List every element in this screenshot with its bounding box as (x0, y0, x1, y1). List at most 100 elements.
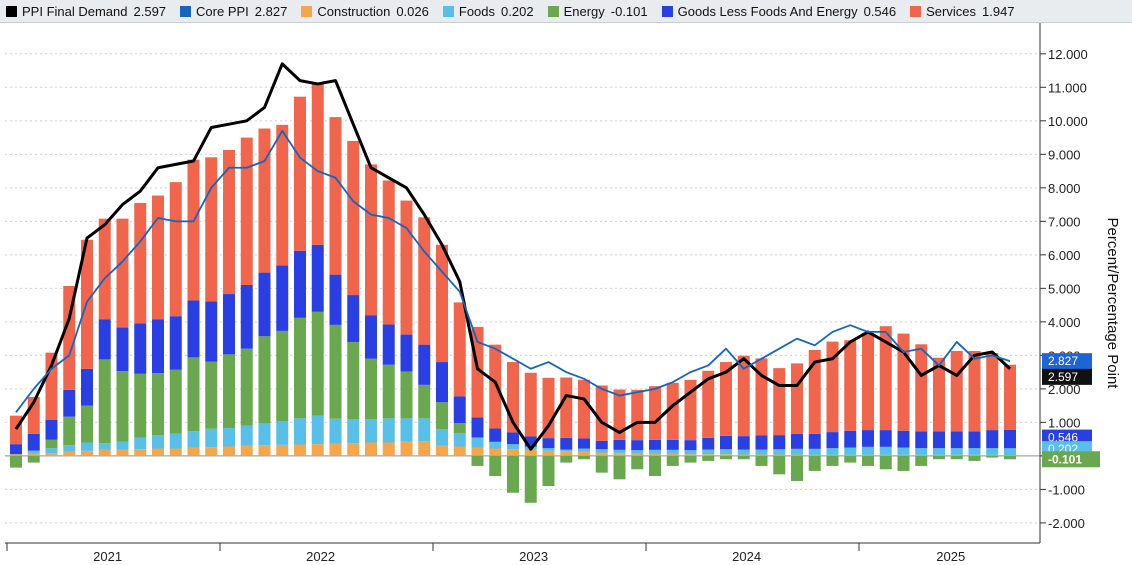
bar-services-5 (98, 218, 111, 320)
bar-goods-less-foods-and-energy-46 (826, 432, 839, 449)
bar-construction-26 (471, 447, 484, 456)
bar-energy-50 (897, 455, 910, 471)
bar-services-29 (524, 372, 537, 437)
bar-energy-28 (507, 455, 519, 493)
bar-construction-40 (720, 454, 732, 456)
bar-services-3 (63, 286, 76, 390)
legend-item-services[interactable]: Services 1.947 (910, 4, 1015, 19)
bar-energy-13 (240, 348, 253, 426)
bar-construction-20 (365, 442, 377, 456)
bar-energy-11 (205, 361, 218, 429)
bar-services-49 (879, 326, 892, 431)
x-year-label: 2022 (306, 549, 335, 564)
legend-item-core[interactable]: Core PPI 2.827 (180, 4, 287, 19)
legend-item-energy[interactable]: Energy -0.101 (547, 4, 648, 19)
bar-goods-less-foods-and-energy-14 (258, 272, 271, 337)
bar-foods-36 (649, 449, 661, 454)
bar-construction-46 (826, 454, 839, 456)
bar-energy-35 (631, 455, 644, 470)
bar-construction-34 (613, 453, 626, 456)
legend-swatch (547, 5, 559, 17)
bar-foods-6 (116, 441, 129, 450)
bar-energy-54 (968, 455, 981, 461)
bar-energy-49 (879, 455, 892, 470)
bar-services-21 (382, 180, 395, 325)
line-core-ppi (15, 129, 1011, 413)
bar-services-48 (862, 332, 874, 431)
bar-energy-32 (578, 455, 590, 460)
bar-services-24 (436, 244, 448, 363)
bar-foods-34 (613, 449, 626, 454)
bar-services-37 (666, 382, 679, 440)
bar-foods-50 (897, 447, 910, 455)
bar-goods-less-foods-and-energy-13 (240, 285, 253, 349)
bar-services-22 (400, 200, 413, 335)
bar-energy-5 (98, 359, 111, 444)
bar-construction-6 (116, 449, 129, 456)
bar-energy-17 (311, 311, 324, 416)
bar-energy-1 (27, 455, 40, 463)
y-tick-label: 12.000 (1048, 47, 1088, 62)
bar-goods-less-foods-and-energy-17 (311, 244, 324, 312)
bar-goods-less-foods-and-energy-27 (489, 428, 502, 442)
bar-construction-51 (915, 454, 928, 456)
bar-goods-less-foods-and-energy-25 (453, 396, 466, 424)
bar-foods-45 (808, 448, 821, 455)
bar-services-19 (347, 140, 360, 296)
bar-foods-7 (134, 437, 147, 450)
bar-services-36 (649, 386, 661, 440)
end-tag-core-ppi: 2.827 (1042, 353, 1092, 370)
bar-energy-4 (81, 405, 93, 443)
bar-foods-52 (933, 448, 945, 455)
bar-goods-less-foods-and-energy-35 (631, 440, 644, 451)
bar-construction-8 (152, 448, 164, 456)
bar-services-31 (560, 377, 573, 438)
bar-energy-12 (223, 354, 235, 429)
bar-energy-34 (613, 455, 626, 480)
y-tick-label: 10.000 (1048, 114, 1088, 129)
bar-energy-43 (773, 455, 786, 475)
bar-construction-22 (400, 441, 413, 456)
bar-foods-39 (702, 449, 715, 455)
bar-construction-12 (223, 446, 235, 456)
bar-services-55 (986, 353, 999, 431)
bar-goods-less-foods-and-energy-11 (205, 301, 218, 362)
bar-goods-less-foods-and-energy-20 (365, 315, 377, 359)
y-tick-label: 5.000 (1048, 281, 1081, 296)
bar-goods-less-foods-and-energy-47 (844, 430, 857, 448)
bar-foods-43 (773, 449, 786, 455)
bar-goods-less-foods-and-energy-42 (755, 435, 768, 450)
bar-services-11 (205, 157, 218, 302)
bar-goods-less-foods-and-energy-48 (862, 430, 874, 447)
x-year-label: 2024 (732, 549, 761, 564)
bar-energy-29 (524, 455, 537, 503)
bar-foods-33 (595, 449, 608, 453)
end-tag-label: -0.101 (1048, 452, 1082, 466)
bar-construction-13 (240, 445, 253, 456)
bar-energy-19 (347, 341, 360, 420)
legend-item-goods[interactable]: Goods Less Foods And Energy 0.546 (661, 4, 896, 19)
bar-construction-10 (187, 447, 200, 456)
bar-energy-16 (294, 317, 306, 419)
bar-services-9 (169, 182, 182, 317)
bar-energy-20 (365, 358, 377, 420)
bar-foods-42 (755, 449, 768, 455)
bar-energy-10 (187, 357, 200, 432)
bar-foods-55 (986, 448, 999, 455)
legend-item-foods[interactable]: Foods 0.202 (442, 4, 534, 19)
bars (10, 83, 1016, 503)
legend-item-ppi[interactable]: PPI Final Demand 2.597 (6, 4, 166, 19)
y-tick-label: 8.000 (1048, 181, 1081, 196)
bar-energy-45 (808, 455, 821, 471)
bar-foods-16 (294, 418, 306, 445)
bar-construction-38 (684, 454, 697, 456)
bar-services-27 (489, 344, 502, 429)
bar-construction-18 (329, 443, 342, 456)
bar-construction-44 (791, 454, 803, 456)
bar-services-18 (329, 117, 342, 275)
legend-item-construction[interactable]: Construction 0.026 (301, 4, 429, 19)
bar-energy-55 (986, 455, 999, 458)
legend-label: PPI Final Demand (22, 3, 128, 19)
bar-goods-less-foods-and-energy-32 (578, 438, 590, 449)
bar-goods-less-foods-and-energy-41 (737, 436, 750, 450)
